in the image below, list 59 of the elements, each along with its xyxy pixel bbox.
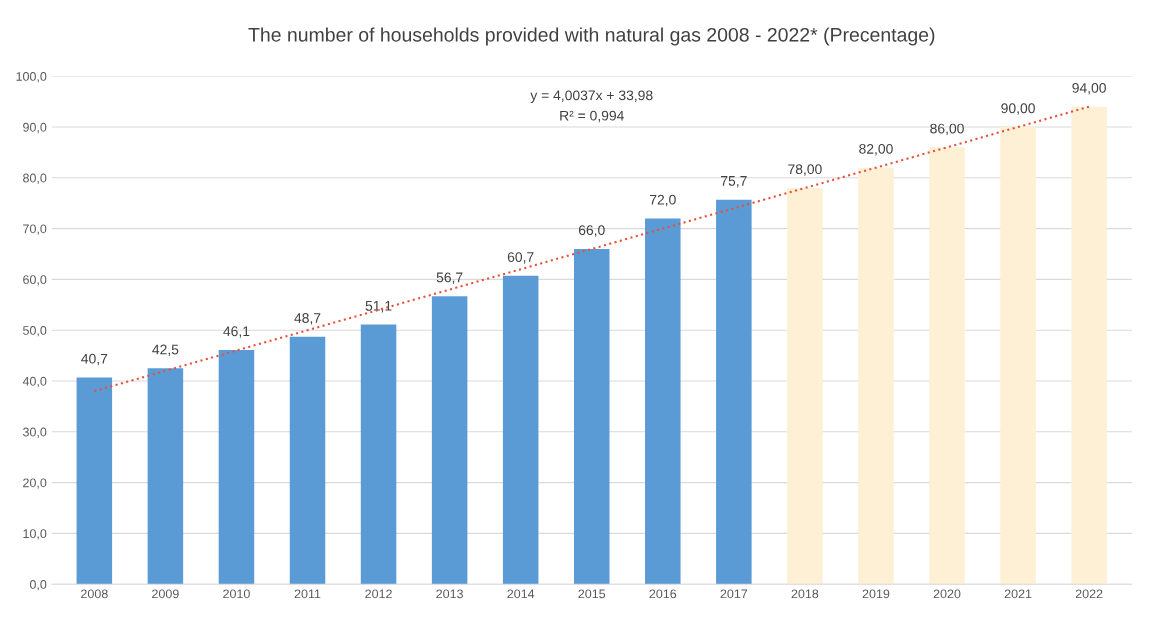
bar <box>218 350 255 585</box>
x-tick-label: 2011 <box>294 589 321 599</box>
bar <box>360 324 397 585</box>
y-tick-label: 20,0 <box>23 478 47 489</box>
data-label: 51,1 <box>365 301 392 313</box>
y-tick-label: 40,0 <box>22 376 47 388</box>
data-label: 90,00 <box>1001 103 1035 115</box>
bar <box>502 275 539 585</box>
x-tick-label: 2014 <box>507 589 535 599</box>
bar <box>716 199 752 585</box>
bar <box>1071 106 1107 585</box>
y-tick-label: 70,0 <box>23 224 47 235</box>
x-tick-label: 2015 <box>578 589 606 599</box>
x-tick-label: 2017 <box>720 589 748 599</box>
x-tick-label: 2008 <box>81 589 108 599</box>
y-tick-label: 50,0 <box>23 326 47 337</box>
x-tick-label: 2019 <box>862 589 890 599</box>
data-label: 82,00 <box>859 143 893 156</box>
data-label: 40,7 <box>81 353 108 366</box>
x-tick-label: 2018 <box>791 589 819 599</box>
bar <box>858 167 894 585</box>
y-tick-label: 80,0 <box>23 173 47 184</box>
data-label: 48,7 <box>294 313 321 325</box>
x-tick-label: 2021 <box>1004 589 1032 599</box>
x-tick-label: 2022 <box>1075 589 1103 599</box>
x-tick-label: 2009 <box>152 589 179 599</box>
data-label: 42,5 <box>152 344 179 357</box>
data-label: 94,00 <box>1072 82 1106 95</box>
bar <box>929 147 965 585</box>
x-tick-label: 2010 <box>223 589 250 599</box>
x-tick-label: 2020 <box>933 589 961 599</box>
data-label: 78,00 <box>788 164 822 176</box>
chart-title: The number of households provided with natural gas 2008 - 2022* (Precentage) <box>248 27 935 46</box>
data-label: 86,00 <box>930 123 964 136</box>
bar <box>76 377 113 585</box>
data-label: 46,1 <box>223 326 250 338</box>
bar <box>289 336 326 585</box>
annotation: y = 4,0037x + 33,98 <box>530 90 653 103</box>
data-label: 75,7 <box>721 176 747 188</box>
bar <box>1000 127 1036 585</box>
bar <box>787 187 823 585</box>
x-tick-label: 2016 <box>649 589 677 599</box>
annotation: R² = 0,994 <box>560 110 624 123</box>
bar <box>645 218 681 585</box>
data-label: 72,0 <box>649 194 676 207</box>
bar <box>147 368 184 585</box>
bar <box>431 296 468 585</box>
data-label: 66,0 <box>578 225 605 237</box>
y-tick-label: 100,0 <box>16 72 47 83</box>
data-label: 56,7 <box>436 272 463 284</box>
y-tick-label: 0,0 <box>29 580 47 591</box>
y-tick-label: 10,0 <box>23 529 47 540</box>
y-tick-label: 90,0 <box>23 122 47 134</box>
x-tick-label: 2013 <box>436 589 463 599</box>
y-tick-label: 30,0 <box>22 427 47 438</box>
x-tick-label: 2012 <box>365 589 392 599</box>
bar <box>573 248 610 585</box>
y-tick-label: 60,0 <box>23 275 47 286</box>
data-label: 60,7 <box>507 252 534 264</box>
